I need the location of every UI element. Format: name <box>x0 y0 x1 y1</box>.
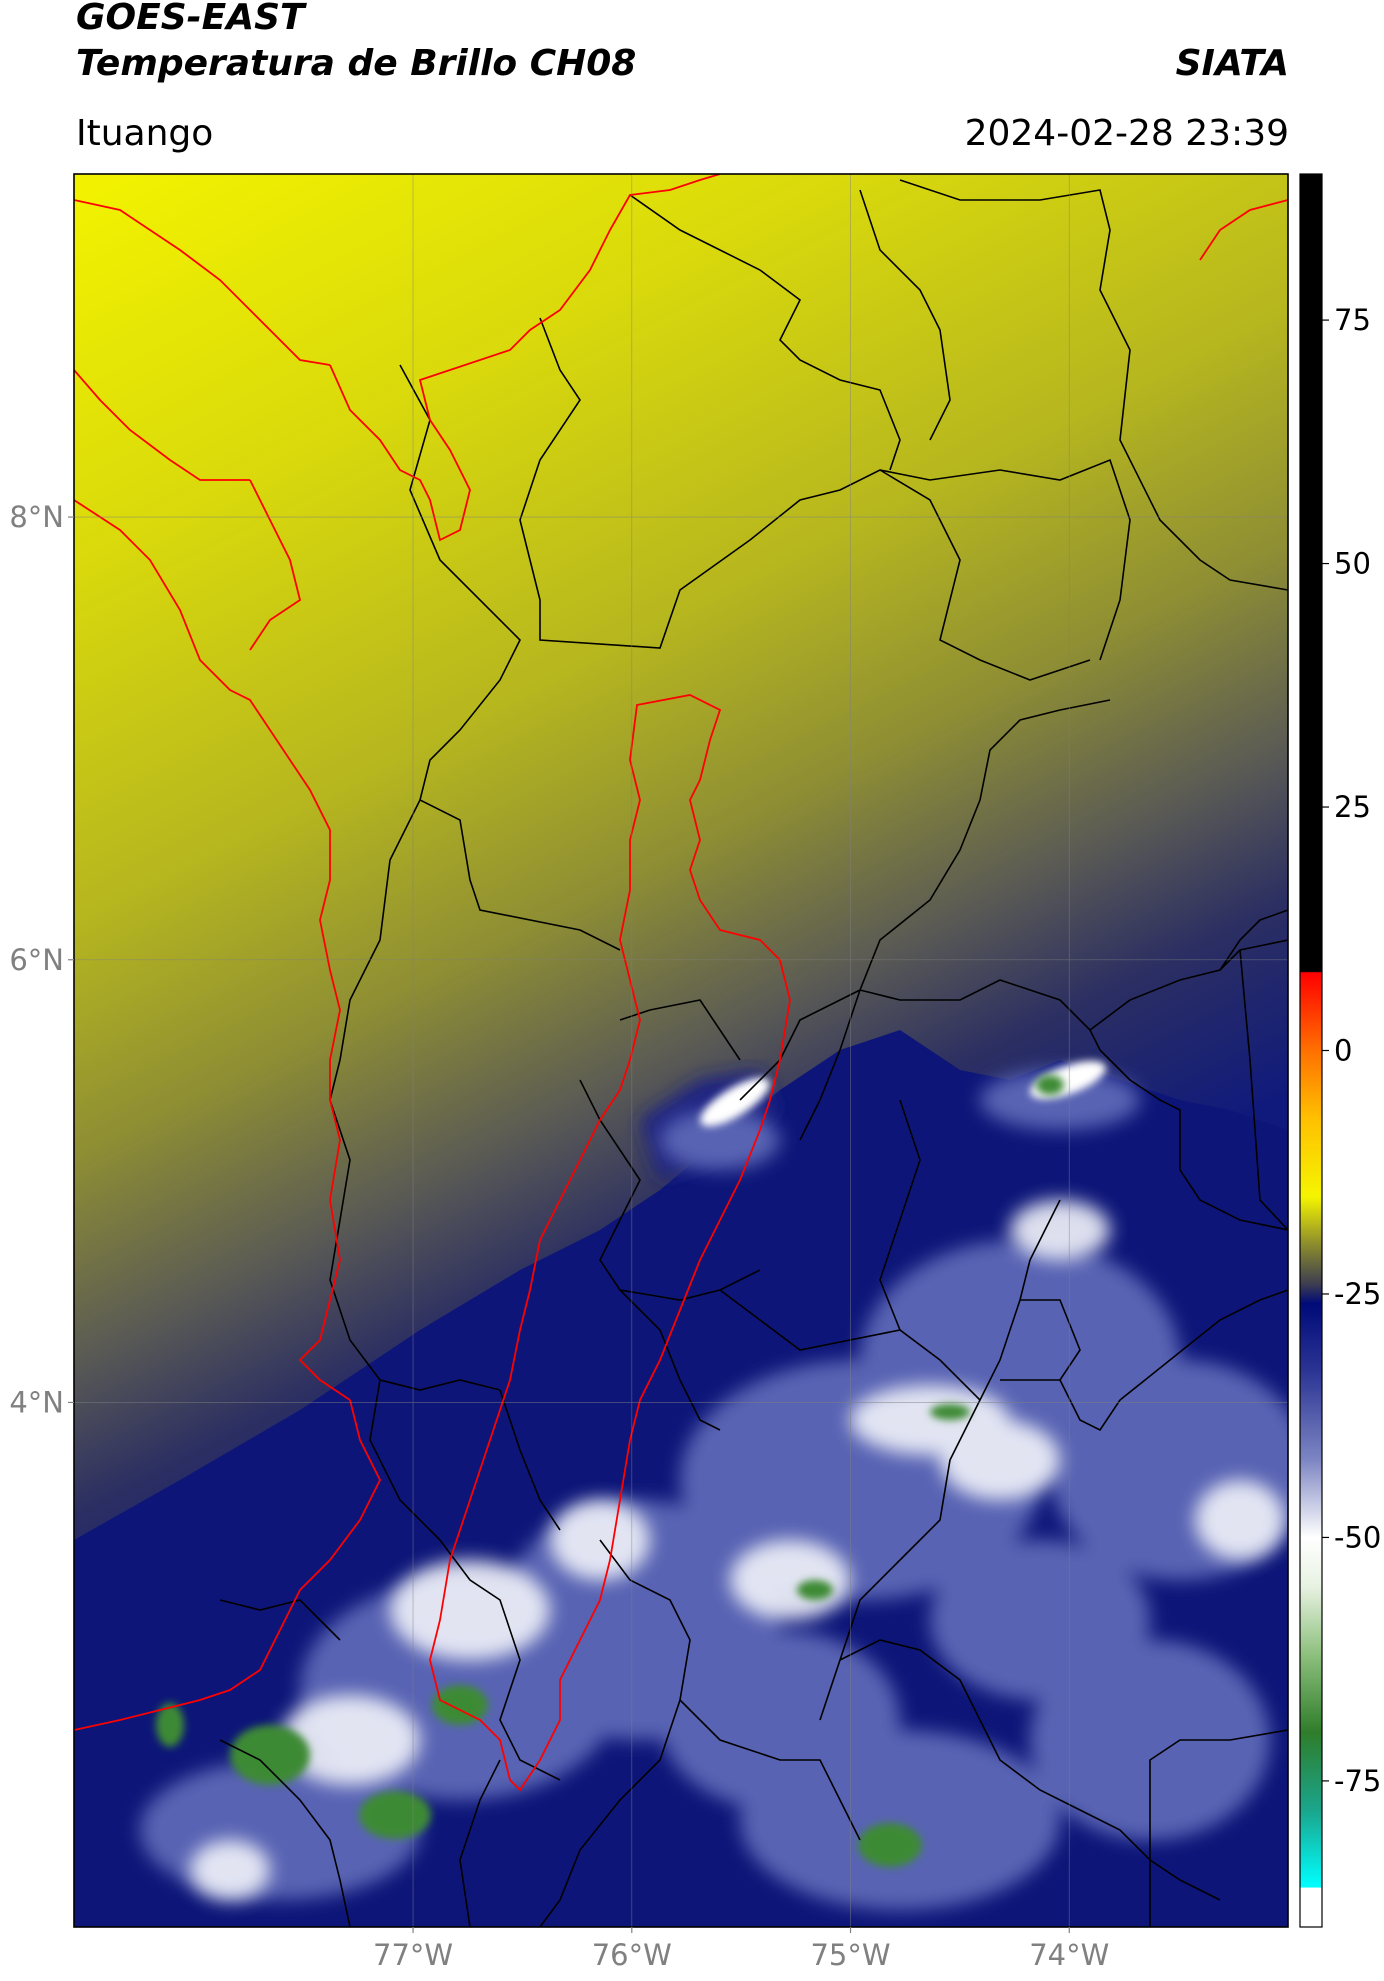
datetime-label: 2024-02-28 23:39 <box>964 113 1289 154</box>
map-frame <box>73 173 1289 1928</box>
lon-tick-labels: 77°W 76°W 75°W 74°W <box>373 1927 1109 1972</box>
satellite-title: GOES-EAST <box>76 0 305 38</box>
lon-tick-label: 74°W <box>1029 1938 1109 1972</box>
coastline-and-basin <box>74 174 1288 1792</box>
colorbar-tick-label: -50 <box>1334 1520 1381 1554</box>
lon-tick-label: 77°W <box>373 1938 453 1972</box>
colorbar-tick-label: 50 <box>1334 547 1371 581</box>
org-label: SIATA <box>1175 43 1289 84</box>
lat-tick-label: 4°N <box>9 1385 64 1419</box>
lat-tick-labels: 8°N 6°N 4°N <box>9 500 74 1419</box>
colorbar-tick-label: 25 <box>1334 790 1371 824</box>
map-panel <box>74 174 1288 1927</box>
lat-tick-label: 8°N <box>9 500 64 534</box>
lat-tick-label: 6°N <box>9 943 64 977</box>
graticule <box>74 174 1288 1927</box>
colorbar: 75 50 25 0 -25 -50 -75 <box>1299 173 1381 1928</box>
colorbar-tick-label: 0 <box>1334 1034 1352 1068</box>
colorbar-tick-label: -25 <box>1334 1277 1381 1311</box>
colorbar-tick-label: -75 <box>1334 1764 1381 1798</box>
admin-boundaries <box>219 179 1288 1927</box>
lon-tick-label: 75°W <box>810 1938 890 1972</box>
product-title: Temperatura de Brillo CH08 <box>76 43 637 84</box>
colorbar-tick-label: 75 <box>1334 303 1371 337</box>
region-label: Ituango <box>76 113 214 154</box>
colorbar-fill <box>1300 174 1322 1927</box>
lon-tick-label: 76°W <box>592 1938 672 1972</box>
